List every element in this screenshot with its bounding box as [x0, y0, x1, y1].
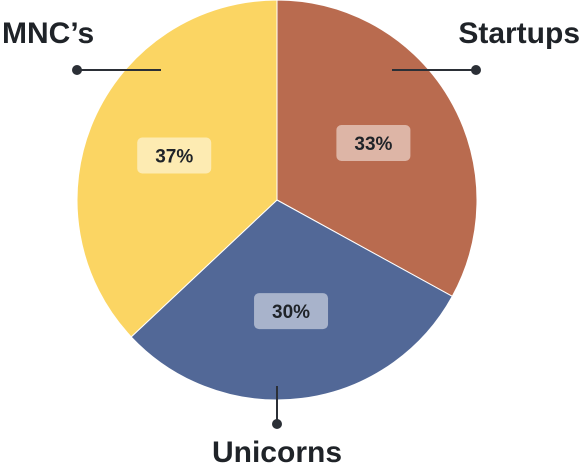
pie-slices: [76, 0, 478, 401]
callout-dot-startups: [471, 65, 481, 75]
category-label-startups: Startups: [458, 17, 580, 50]
callout-lines: [72, 65, 481, 429]
category-labels: Startups Unicorns MNC’s: [2, 17, 580, 465]
value-badge-unicorns: 30%: [254, 293, 329, 330]
value-badge-bg: [336, 124, 411, 161]
value-badge-startups: 33%: [336, 124, 411, 161]
value-badges: 33% 30% 37%: [137, 124, 411, 330]
value-label-startups: 33%: [354, 134, 392, 155]
value-label-unicorns: 30%: [272, 302, 310, 323]
value-badge-mnc-s: 37%: [137, 137, 212, 174]
callout-dot-unicorns: [272, 419, 282, 429]
category-label-mnc-s: MNC’s: [2, 17, 94, 50]
value-label-mnc-s: 37%: [155, 147, 193, 168]
callout-dot-mnc-s: [72, 65, 82, 75]
value-badge-bg: [137, 137, 212, 174]
value-badge-bg: [254, 293, 329, 330]
category-label-unicorns: Unicorns: [212, 436, 342, 465]
